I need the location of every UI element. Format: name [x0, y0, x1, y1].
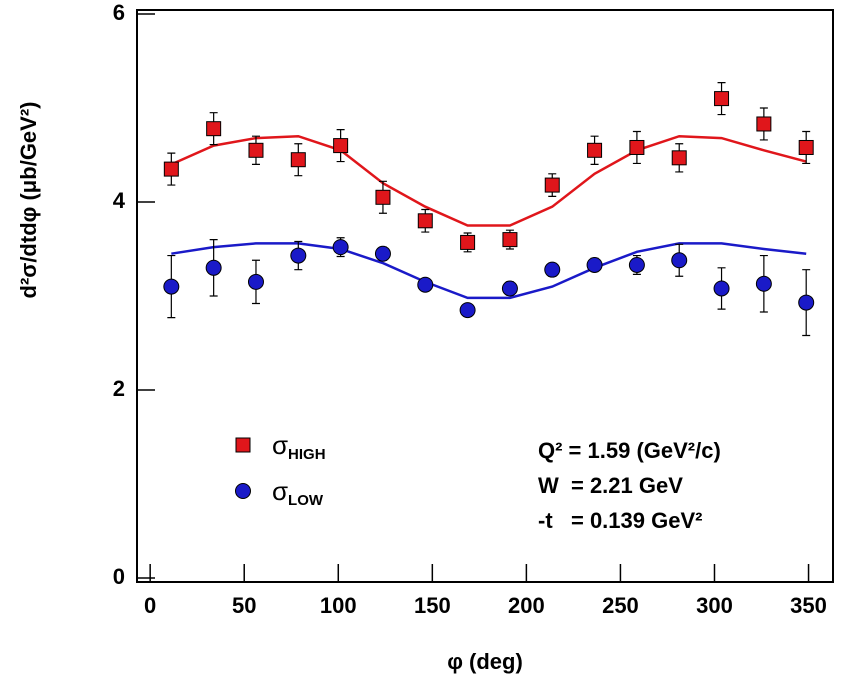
data-point: [586, 256, 603, 273]
data-point: [163, 161, 179, 177]
data-point: [374, 245, 391, 262]
x-tick-label: 50: [232, 593, 256, 618]
data-point: [714, 91, 730, 107]
data-point: [671, 150, 687, 166]
data-point: [417, 213, 433, 229]
data-point: [460, 234, 476, 250]
y-tick-label: 0: [113, 564, 125, 589]
x-tick-label: 300: [696, 593, 733, 618]
annotation: Q² = 1.59 (GeV²/c): [538, 438, 721, 463]
data-point: [332, 239, 349, 256]
x-tick-label: 200: [508, 593, 545, 618]
data-point: [501, 280, 518, 297]
data-point: [205, 259, 222, 276]
data-point: [755, 275, 772, 292]
x-tick-label: 250: [602, 593, 639, 618]
data-point: [247, 273, 264, 290]
x-tick-label: 350: [790, 593, 827, 618]
data-point: [798, 294, 815, 311]
fit-curve: [171, 242, 807, 300]
legend-marker: [235, 483, 251, 499]
data-point: [713, 280, 730, 297]
fit-curve: [170, 134, 807, 227]
data-point: [629, 139, 645, 155]
data-point: [206, 121, 222, 137]
data-point: [756, 116, 772, 132]
data-point: [798, 139, 814, 155]
y-tick-label: 4: [113, 188, 126, 213]
data-point: [459, 302, 476, 319]
annotation: W = 2.21 GeV: [538, 473, 683, 498]
data-point: [290, 247, 307, 264]
data-point: [628, 256, 645, 273]
y-tick-label: 6: [113, 0, 125, 25]
legend-marker: [235, 437, 251, 453]
data-point: [375, 189, 391, 205]
legend-label: σLOW: [272, 476, 324, 509]
data-point: [544, 261, 561, 278]
x-axis-label: φ (deg): [447, 649, 523, 674]
x-tick-label: 100: [320, 593, 357, 618]
data-point: [248, 142, 264, 158]
data-point: [333, 138, 349, 154]
data-point: [671, 252, 688, 269]
legend-label: σHIGH: [272, 430, 326, 463]
data-point: [290, 152, 306, 168]
data-point: [163, 278, 180, 295]
data-point: [502, 232, 518, 248]
y-tick-label: 2: [113, 376, 125, 401]
y-axis-label: d²σ/dtdφ (μb/GeV²): [16, 102, 41, 299]
data-point: [587, 142, 603, 158]
data-point: [544, 177, 560, 193]
annotation: -t = 0.139 GeV²: [538, 508, 702, 533]
x-tick-label: 150: [414, 593, 451, 618]
data-point: [417, 276, 434, 293]
x-tick-label: 0: [144, 593, 156, 618]
plot-frame: [136, 9, 834, 583]
